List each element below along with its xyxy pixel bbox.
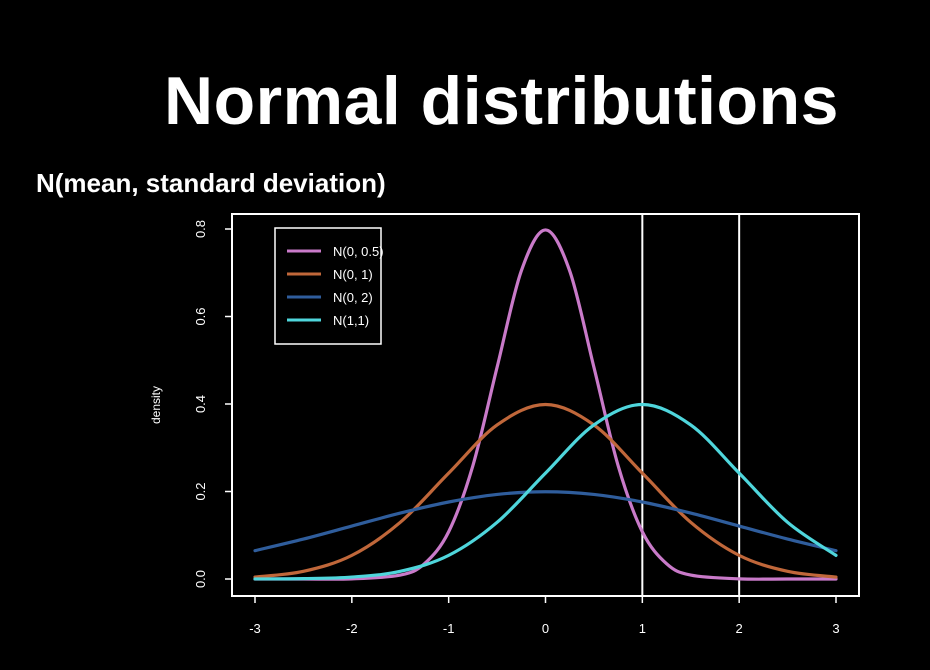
legend-box <box>274 227 382 345</box>
slide-title: Normal distributions <box>164 63 839 139</box>
x-tick-label: 0 <box>542 621 549 636</box>
y-tick-label: 0.4 <box>193 395 208 413</box>
x-tick-label: -1 <box>443 621 455 636</box>
legend-entry-label: N(0, 1) <box>333 267 373 282</box>
legend-entry-label: N(1,1) <box>333 313 369 328</box>
axes: -3 -2 -1 0 1 2 3 0.0 0.2 0.4 0.6 0.8 density <box>149 213 860 636</box>
y-tick-label: 0.8 <box>193 220 208 238</box>
y-tick-label: 0.0 <box>193 570 208 588</box>
x-tick-label: 3 <box>832 621 839 636</box>
x-tick-label: -2 <box>346 621 358 636</box>
x-tick-label: -3 <box>249 621 261 636</box>
series-line-4 <box>253 402 838 581</box>
legend-entry-label: N(0, 0.5) <box>333 244 384 259</box>
series-line-3 <box>253 490 838 553</box>
y-tick-label: 0.2 <box>193 482 208 500</box>
legend: N(0, 0.5) N(0, 1) N(0, 2) N(1,1) <box>274 227 384 345</box>
x-tick-label: 2 <box>736 621 743 636</box>
series-line-1 <box>253 228 838 581</box>
plot-area <box>253 214 838 596</box>
legend-entry-label: N(0, 2) <box>333 290 373 305</box>
x-tick-label: 1 <box>639 621 646 636</box>
y-tick-label: 0.6 <box>193 307 208 325</box>
y-axis-title: density <box>149 386 163 424</box>
slide-subtitle: N(mean, standard deviation) <box>36 168 386 198</box>
series-line-2 <box>253 402 838 579</box>
